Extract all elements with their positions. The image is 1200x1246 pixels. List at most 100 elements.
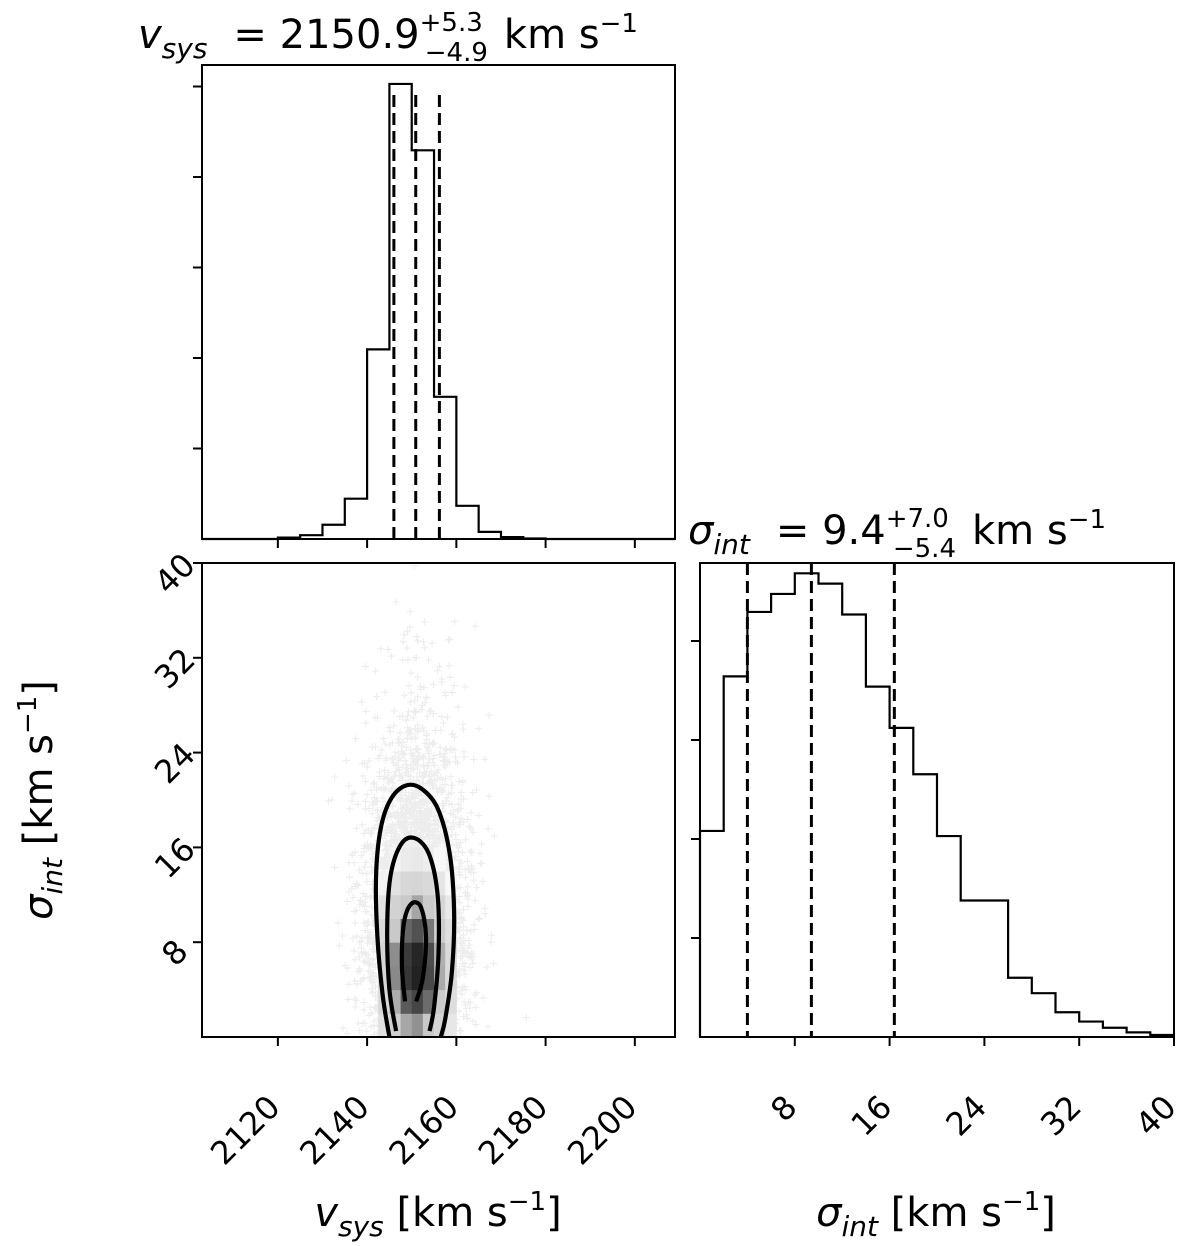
density-cell [434,965,446,991]
density-cell [378,942,390,967]
density-cell [378,871,390,896]
density-cell [389,871,402,896]
title-minus-err: −5.4 [893,534,956,564]
density-cell [400,942,413,967]
y-tick-label: 8 [154,932,195,973]
density-cell [400,847,413,872]
density-cell [400,871,413,896]
density-cell [411,847,424,872]
density-cell [389,918,402,943]
density-cell [378,918,390,943]
sigma-histogram-panel: 8 16 24 32 40 [691,562,1184,1144]
title-symbol: σ [688,508,715,554]
density-cell [434,847,446,872]
title-value: = 9.4 [776,508,886,554]
density-cell [445,942,457,967]
sigma-histogram-step [698,572,1174,1037]
density-cell [389,989,402,1014]
density-cell [389,894,402,919]
density-cell [389,965,402,991]
density-cell [434,989,446,1014]
density-cell [445,1013,457,1037]
density-cell [422,871,435,896]
x-tick-label: 8 [763,1088,804,1129]
joint-points [325,563,530,1037]
density-cell [422,989,435,1014]
density-cell [422,918,435,943]
x-tick-label: 2140 [292,1088,376,1172]
x-tick-label: 2160 [382,1088,466,1172]
vsys-histogram-step [202,82,675,541]
x-tick-label: 16 [844,1088,900,1144]
x-tick-label: 40 [1128,1088,1184,1144]
axis-unit-exp: −1 [1002,1187,1040,1217]
density-cell [389,942,402,967]
y-tick-label: 24 [147,735,203,791]
density-cell [411,1013,424,1037]
vsys-histogram-frame [201,64,676,540]
density-cell [378,1013,390,1037]
density-cell [378,965,390,991]
vsys-histogram-panel [193,64,676,548]
density-cell [445,918,457,943]
x-tick-label: 32 [1033,1088,1089,1144]
vsys-title: vsys = 2150.9+5.3 −4.9 km s−1 [138,8,638,68]
density-cell [411,942,424,967]
title-value: = 2150.9 [233,12,419,58]
axis-symbol: σ [16,893,62,920]
axis-close: ] [1040,1190,1056,1236]
title-subscript: int [713,528,751,561]
density-cell [422,942,435,967]
axis-unit: [km s [878,1190,1002,1236]
sigma-histogram-frame [699,562,1175,1038]
title-subscript: sys [162,32,208,65]
title-unit: km s [504,12,600,58]
density-cell [378,894,390,919]
title-minus-err: −4.9 [425,38,488,68]
density-cell [422,1013,435,1037]
density-cell [400,1013,413,1037]
axis-subscript: int [841,1210,879,1243]
density-cell [411,894,424,919]
density-cell [400,894,413,919]
x-axis-label: vsys [km s−1] [314,1187,561,1243]
x-tick-label: 2120 [203,1088,287,1172]
density-cell [400,965,413,991]
x-tick-label: 24 [938,1088,994,1144]
contour-middle [385,835,442,1032]
axis-close: ] [16,680,62,696]
joint-frame [201,562,676,1038]
x-tick-label: 2200 [560,1088,644,1172]
density-cell [445,894,457,919]
density-cell [411,918,424,943]
axis-subscript: int [36,857,69,895]
y-axis-label: σint [km s−1] [13,680,69,920]
y-tick-label: 32 [147,641,203,697]
density-cell [411,871,424,896]
axis-unit: [km s [384,1190,508,1236]
density-cell [422,965,435,991]
axis-symbol: σ [816,1190,843,1236]
title-plus-err: +5.3 [420,8,483,38]
sigma-title: σint = 9.4+7.0 −5.4 km s−1 [688,504,1106,564]
y-tick-label: 16 [147,830,203,886]
density-cell [434,1013,446,1037]
axis-unit-exp: −1 [508,1187,546,1217]
contour-outer [373,782,457,1037]
title-unit-exp: −1 [600,9,638,39]
x-tick-label: 2180 [471,1088,555,1172]
contour-inner [399,900,429,1003]
density-cell [434,871,446,896]
y-tick-label: 40 [147,546,203,602]
density-cell [411,965,424,991]
axis-unit-exp: −1 [13,696,43,734]
axis-symbol: v [314,1190,339,1236]
title-unit-exp: −1 [1068,505,1106,535]
title-symbol: v [138,12,163,58]
density-cell [400,989,413,1014]
axis-close: ] [546,1190,562,1236]
density-cell [400,918,413,943]
density-cell [422,847,435,872]
